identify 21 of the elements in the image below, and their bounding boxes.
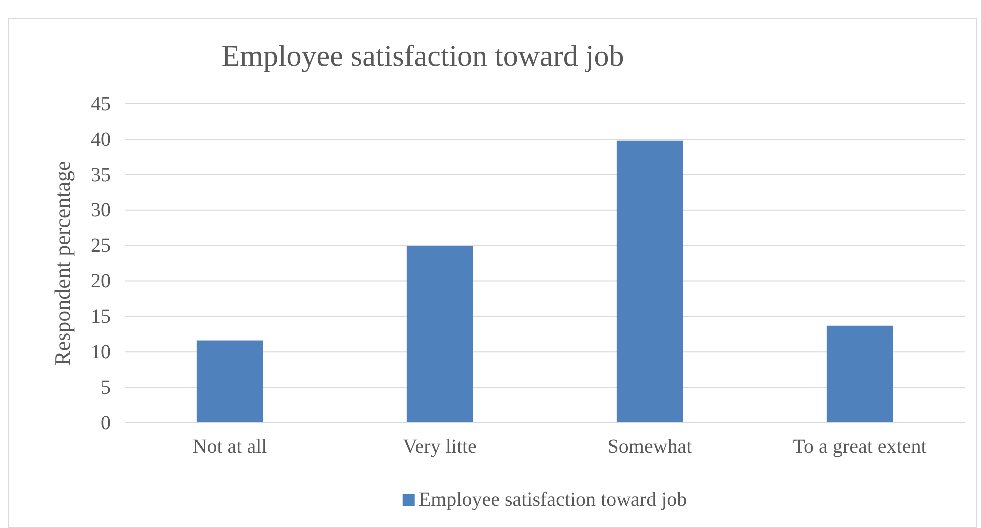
chart-title: Employee satisfaction toward job <box>222 40 624 73</box>
y-tick-label: 35 <box>91 164 111 186</box>
y-tick-label: 10 <box>91 342 111 364</box>
bar <box>616 140 684 423</box>
bar <box>826 326 894 423</box>
y-tick-label: 40 <box>91 128 111 151</box>
y-tick-label: 45 <box>91 93 111 116</box>
bar <box>196 340 264 423</box>
y-tick-label: 5 <box>101 376 111 399</box>
y-axis-title: Respondent percentage <box>50 161 75 366</box>
y-tick-label: 20 <box>91 270 111 293</box>
bar <box>406 246 474 423</box>
x-tick-label: Very litte <box>403 436 478 458</box>
y-tick-label: 0 <box>101 412 111 434</box>
x-tick-label: Not at all <box>192 436 268 458</box>
y-tick-label: 15 <box>91 306 111 328</box>
y-tick-label: 25 <box>91 235 111 258</box>
x-tick-label: To a great extent <box>793 436 928 458</box>
legend-label: Employee satisfaction toward job <box>418 489 688 511</box>
x-tick-label: Somewhat <box>608 436 693 458</box>
y-tick-label: 30 <box>91 200 111 222</box>
